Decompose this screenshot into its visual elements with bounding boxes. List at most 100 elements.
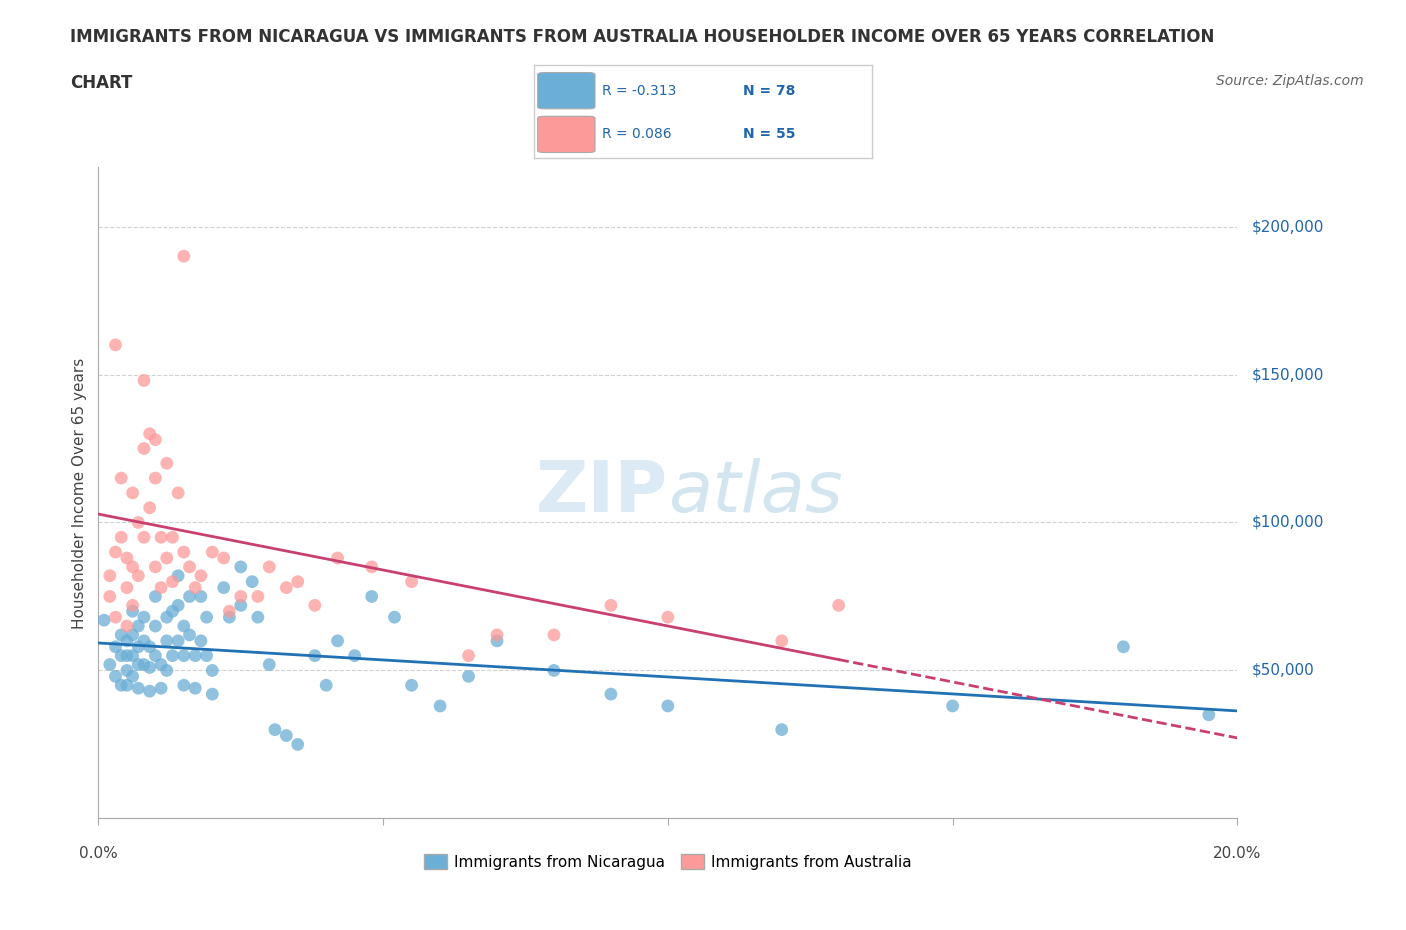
Point <box>229 598 252 613</box>
Point <box>127 639 149 654</box>
Point <box>98 568 121 583</box>
Point <box>173 678 195 693</box>
Point <box>190 568 212 583</box>
Point <box>486 633 509 648</box>
Point <box>657 698 679 713</box>
Point <box>276 580 298 595</box>
Point <box>179 560 201 575</box>
Point <box>104 545 127 560</box>
Point <box>98 658 121 672</box>
Text: CHART: CHART <box>70 74 132 92</box>
Point <box>150 530 173 545</box>
Point <box>1112 639 1135 654</box>
Point <box>543 628 565 643</box>
Point <box>657 610 679 625</box>
Point <box>429 698 451 713</box>
Point <box>201 686 224 701</box>
Point <box>179 628 201 643</box>
Point <box>115 580 138 595</box>
Point <box>150 658 173 672</box>
Point <box>145 648 167 663</box>
Point <box>229 589 252 604</box>
Point <box>115 633 138 648</box>
Point <box>304 598 326 613</box>
Point <box>173 648 195 663</box>
Point <box>201 663 224 678</box>
Point <box>190 633 212 648</box>
Point <box>264 723 287 737</box>
Point <box>184 681 207 696</box>
Point <box>98 589 121 604</box>
Point <box>162 530 184 545</box>
Point <box>121 560 143 575</box>
Point <box>121 604 143 618</box>
Point <box>167 598 190 613</box>
Point <box>201 130 224 145</box>
Point <box>229 560 252 575</box>
Point <box>104 639 127 654</box>
Point <box>110 530 132 545</box>
Point <box>145 560 167 575</box>
Point <box>276 728 298 743</box>
Point <box>326 633 349 648</box>
Point <box>173 545 195 560</box>
Point <box>156 633 179 648</box>
Point <box>156 456 179 471</box>
Point <box>600 598 623 613</box>
Point <box>246 589 269 604</box>
Text: ZIP: ZIP <box>536 458 668 527</box>
Point <box>138 660 160 675</box>
Point <box>304 648 326 663</box>
Point <box>259 658 281 672</box>
Text: IMMIGRANTS FROM NICARAGUA VS IMMIGRANTS FROM AUSTRALIA HOUSEHOLDER INCOME OVER 6: IMMIGRANTS FROM NICARAGUA VS IMMIGRANTS … <box>70 28 1215 46</box>
Point <box>156 610 179 625</box>
Text: $100,000: $100,000 <box>1251 515 1323 530</box>
Point <box>190 589 212 604</box>
Point <box>156 551 179 565</box>
Point <box>770 633 793 648</box>
Point <box>828 598 851 613</box>
Point <box>240 574 263 589</box>
Point <box>212 580 235 595</box>
Point <box>287 574 309 589</box>
Point <box>401 678 423 693</box>
Text: N = 78: N = 78 <box>744 84 796 98</box>
Point <box>360 560 382 575</box>
Point <box>457 669 479 684</box>
Point <box>104 669 127 684</box>
Point <box>156 663 179 678</box>
Text: atlas: atlas <box>668 458 842 527</box>
Point <box>246 610 269 625</box>
Point <box>360 589 382 604</box>
Point <box>600 686 623 701</box>
Point <box>138 684 160 698</box>
Point <box>770 723 793 737</box>
Point <box>218 604 240 618</box>
Point <box>162 648 184 663</box>
Point <box>110 628 132 643</box>
Point <box>167 485 190 500</box>
Point <box>167 633 190 648</box>
Text: N = 55: N = 55 <box>744 127 796 141</box>
Point <box>326 551 349 565</box>
Point <box>115 618 138 633</box>
Point <box>138 639 160 654</box>
Text: Source: ZipAtlas.com: Source: ZipAtlas.com <box>1216 74 1364 88</box>
Point <box>110 648 132 663</box>
Point <box>132 373 155 388</box>
Point <box>145 589 167 604</box>
Point <box>145 432 167 447</box>
Point <box>121 485 143 500</box>
Point <box>145 471 167 485</box>
Point <box>127 681 149 696</box>
Point <box>150 580 173 595</box>
Point <box>167 568 190 583</box>
Point <box>184 580 207 595</box>
Point <box>127 515 149 530</box>
Point <box>104 610 127 625</box>
Point <box>115 551 138 565</box>
Point <box>401 574 423 589</box>
Point <box>195 610 218 625</box>
Point <box>162 574 184 589</box>
Point <box>384 610 406 625</box>
